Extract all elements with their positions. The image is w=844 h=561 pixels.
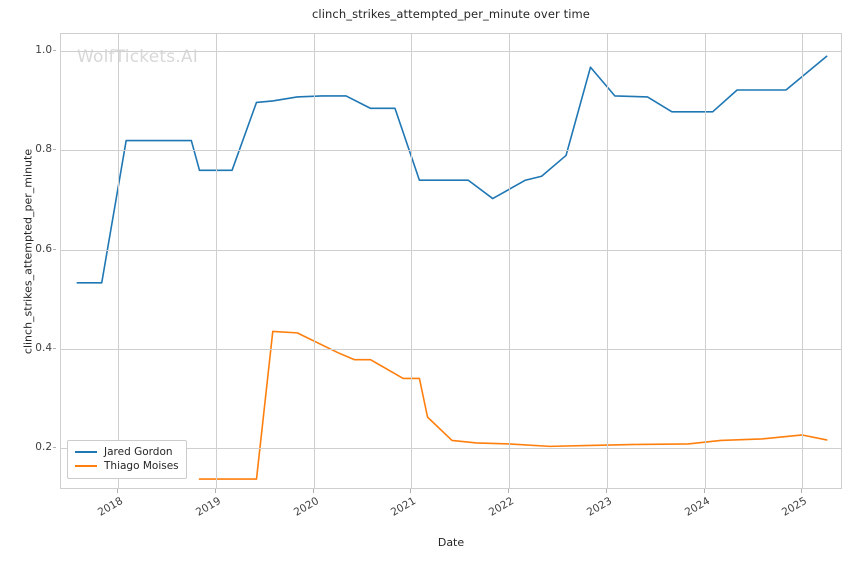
- gridline-horizontal: [61, 51, 841, 53]
- gridline-horizontal: [61, 348, 841, 350]
- y-axis-label: clinch_strikes_attempted_per_minute: [21, 148, 35, 355]
- gridline-vertical: [606, 34, 608, 488]
- y-tick-mark: [52, 149, 56, 151]
- gridline-vertical: [802, 34, 804, 488]
- gridline-vertical: [215, 34, 217, 488]
- y-tick-label: 1.0: [35, 44, 52, 57]
- chart-legend: Jared Gordon Thiago Moises: [67, 440, 187, 479]
- chart-title: clinch_strikes_attempted_per_minute over…: [312, 7, 590, 21]
- series-line: [198, 330, 828, 480]
- y-tick-mark: [52, 446, 56, 448]
- x-tick-mark: [508, 489, 510, 493]
- x-axis-ticks: 2018 2019 2020 2021 2022 2023 2024 2025: [60, 489, 842, 533]
- x-tick-mark: [117, 489, 119, 493]
- series-lines: [76, 55, 828, 480]
- x-tick-label: 2020: [291, 495, 321, 519]
- gridline-vertical: [509, 34, 511, 488]
- x-axis-label: Date: [437, 536, 465, 549]
- legend-label: Thiago Moises: [104, 460, 179, 472]
- x-tick-label: 2022: [486, 495, 517, 519]
- y-tick-label: 0.8: [35, 143, 52, 156]
- x-tick-mark: [410, 489, 412, 493]
- x-tick-mark: [703, 489, 705, 493]
- gridline-horizontal: [61, 249, 841, 251]
- plot-area: WolfTickets.AI: [60, 33, 842, 489]
- y-tick-mark: [52, 50, 56, 52]
- x-tick-label: 2023: [584, 495, 614, 519]
- x-tick-label: 2025: [780, 495, 810, 519]
- gridline-vertical: [313, 34, 315, 488]
- gridline-vertical: [704, 34, 706, 488]
- legend-label: Jared Gordon: [104, 446, 173, 458]
- legend-item[interactable]: Jared Gordon: [75, 445, 179, 459]
- gridline-horizontal: [61, 447, 841, 449]
- x-tick-label: 2019: [193, 495, 223, 519]
- y-tick-label: 0.6: [35, 242, 52, 255]
- y-tick-mark: [52, 347, 56, 349]
- x-tick-label: 2018: [95, 495, 126, 519]
- gridline-vertical: [411, 34, 413, 488]
- y-tick-label: 0.2: [35, 440, 52, 453]
- series-line: [76, 55, 828, 284]
- x-tick-label: 2021: [389, 495, 419, 519]
- gridline-horizontal: [61, 150, 841, 152]
- gridline-vertical: [118, 34, 120, 488]
- legend-color-swatch: [75, 451, 97, 453]
- x-tick-mark: [312, 489, 314, 493]
- x-tick-mark: [605, 489, 607, 493]
- y-tick-label: 0.4: [35, 341, 52, 354]
- legend-color-swatch: [75, 465, 97, 467]
- x-tick-mark: [801, 489, 803, 493]
- x-tick-label: 2024: [682, 495, 712, 519]
- legend-item[interactable]: Thiago Moises: [75, 459, 179, 473]
- y-axis-ticks: 0.2 0.4 0.6 0.8 1.0: [0, 33, 56, 489]
- x-tick-mark: [214, 489, 216, 493]
- y-tick-mark: [52, 248, 56, 250]
